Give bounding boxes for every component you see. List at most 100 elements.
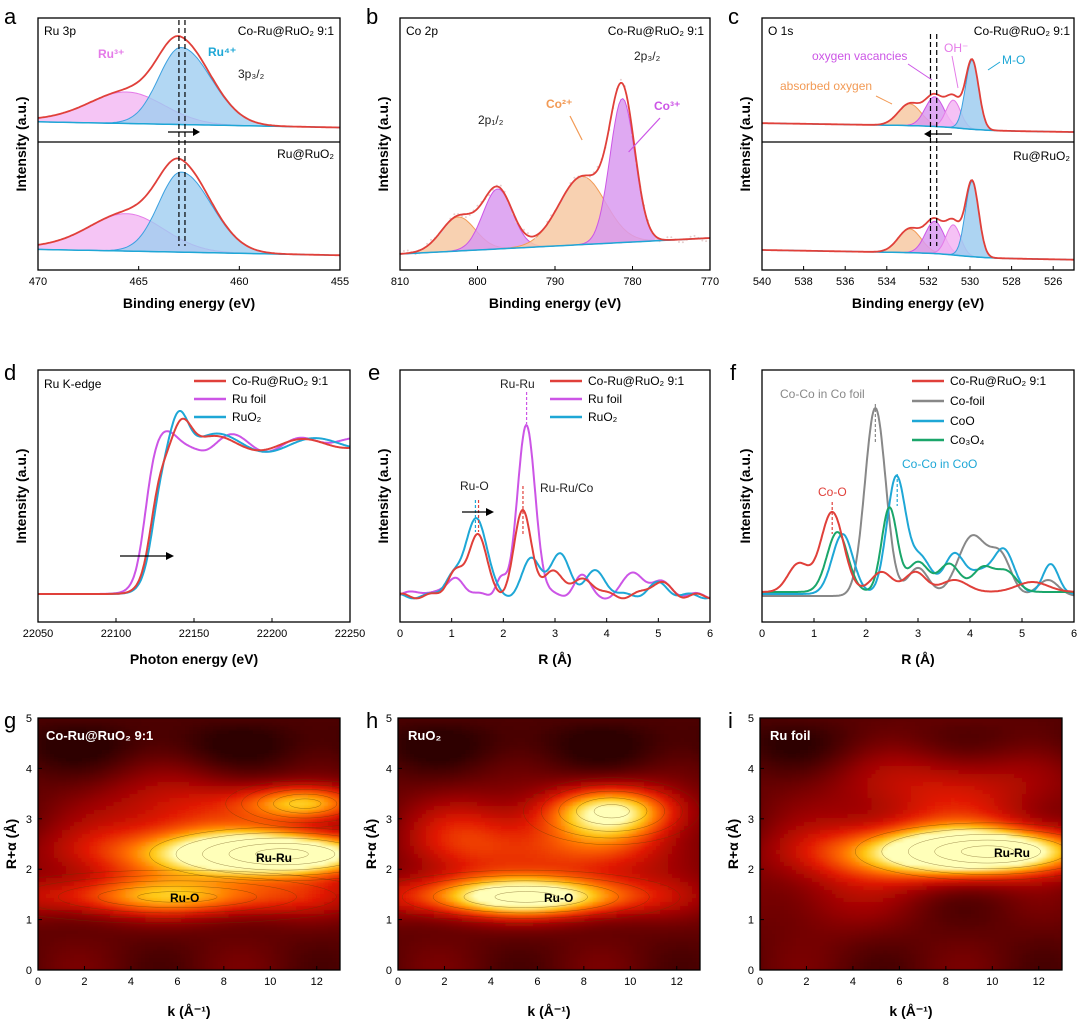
g-cell: [117, 766, 123, 771]
g-cell: [81, 894, 87, 899]
g-cell: [200, 958, 206, 963]
g-cell: [38, 882, 43, 887]
g-cell: [73, 750, 79, 755]
g-cell: [324, 834, 329, 839]
g-cell: [260, 754, 266, 759]
g-cell: [308, 798, 313, 803]
g-cell: [49, 922, 55, 927]
g-cell: [276, 882, 281, 887]
f-tick-label-5: 5: [1019, 628, 1025, 640]
g-cell: [204, 858, 210, 863]
g-cell: [85, 722, 91, 727]
g-cell: [196, 754, 202, 759]
g-cell: [173, 942, 178, 947]
g-cell: [145, 850, 150, 855]
g-cell: [189, 954, 194, 959]
g-cell: [248, 962, 254, 967]
g-cell: [248, 898, 254, 903]
g-cell: [272, 846, 278, 851]
g-cell: [212, 814, 218, 819]
g-cell: [256, 914, 262, 919]
g-cell: [69, 834, 75, 839]
g-cell: [121, 730, 127, 735]
g-cell: [320, 922, 325, 927]
g-cell: [185, 942, 190, 947]
g-cell: [320, 786, 325, 791]
g-cell: [181, 906, 186, 911]
g-cell: [57, 814, 63, 819]
g-cell: [200, 938, 206, 943]
g-cell: [129, 842, 134, 847]
g-cell: [204, 802, 210, 807]
g-cell: [328, 954, 333, 959]
g-cell: [149, 850, 154, 855]
g-cell: [117, 750, 123, 755]
g-cell: [228, 822, 234, 827]
g-cell: [125, 858, 130, 863]
g-cell: [296, 934, 301, 939]
baseline-b: [399, 237, 711, 255]
g-cell: [101, 754, 107, 759]
g-cell: [89, 750, 95, 755]
g-cell: [328, 938, 333, 943]
g-cell: [296, 834, 301, 839]
g-cell: [192, 922, 198, 927]
g-cell: [109, 722, 115, 727]
g-cell: [57, 758, 63, 763]
g-cell: [113, 746, 119, 751]
g-cell: [200, 822, 206, 827]
g-cell: [181, 914, 186, 919]
g-cell: [304, 730, 309, 735]
g-cell: [268, 934, 274, 939]
g-cell: [57, 902, 63, 907]
g-cell: [292, 830, 297, 835]
ft-coo: [762, 474, 1075, 595]
g-cell: [272, 870, 278, 875]
g-cell: [105, 946, 111, 951]
g-cell: [200, 742, 206, 747]
g-cell: [208, 822, 214, 827]
g-cell: [276, 770, 281, 775]
g-cell: [240, 770, 246, 775]
g-cell: [53, 890, 59, 895]
g-cell: [181, 902, 186, 907]
g-cell: [236, 722, 242, 727]
g-cell: [316, 906, 321, 911]
g-cell: [153, 902, 158, 907]
g-cell: [173, 898, 178, 903]
g-cell: [153, 886, 158, 891]
g-cell: [232, 758, 238, 763]
g-cell: [105, 882, 111, 887]
g-cell: [252, 774, 258, 779]
g-cell: [61, 746, 67, 751]
g-cell: [185, 902, 190, 907]
g-cell: [212, 882, 218, 887]
g-cell: [129, 938, 134, 943]
g-cell: [173, 882, 178, 887]
g-cell: [304, 950, 309, 955]
g-cell: [296, 750, 301, 755]
g-cell: [89, 766, 95, 771]
g-cell: [49, 726, 55, 731]
g-cell: [45, 906, 51, 911]
g-cell: [121, 902, 127, 907]
g-cell: [220, 826, 226, 831]
g-cell: [252, 834, 258, 839]
g-cell: [236, 726, 242, 731]
g-cell: [212, 890, 218, 895]
x-axis-label-a: Binding energy (eV): [123, 295, 255, 311]
g-cell: [105, 786, 111, 791]
g-cell: [133, 754, 138, 759]
g-cell: [264, 870, 270, 875]
g-cell: [284, 922, 289, 927]
g-cell: [38, 886, 43, 891]
g-cell: [212, 782, 218, 787]
g-cell: [304, 814, 309, 819]
g-cell: [113, 906, 119, 911]
g-cell: [232, 966, 238, 970]
e-tick-label-2: 2: [500, 628, 506, 640]
g-cell: [38, 738, 43, 743]
g-cell: [53, 886, 59, 891]
g-cell: [228, 954, 234, 959]
g-cell: [288, 930, 293, 935]
